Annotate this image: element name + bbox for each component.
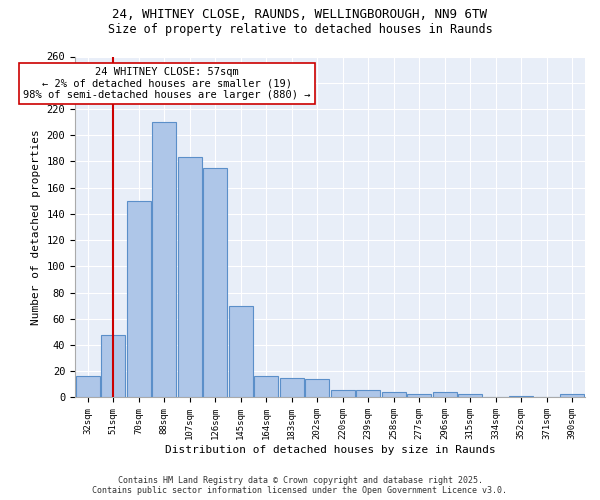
Bar: [305, 379, 329, 398]
Bar: [458, 394, 482, 398]
Bar: [178, 158, 202, 398]
Bar: [560, 394, 584, 398]
Bar: [127, 201, 151, 398]
Bar: [229, 306, 253, 398]
Bar: [76, 376, 100, 398]
Bar: [509, 396, 533, 398]
Bar: [280, 378, 304, 398]
Bar: [356, 390, 380, 398]
Text: Contains HM Land Registry data © Crown copyright and database right 2025.
Contai: Contains HM Land Registry data © Crown c…: [92, 476, 508, 495]
Bar: [407, 394, 431, 398]
Text: 24, WHITNEY CLOSE, RAUNDS, WELLINGBOROUGH, NN9 6TW: 24, WHITNEY CLOSE, RAUNDS, WELLINGBOROUG…: [113, 8, 487, 20]
X-axis label: Distribution of detached houses by size in Raunds: Distribution of detached houses by size …: [164, 445, 496, 455]
Y-axis label: Number of detached properties: Number of detached properties: [31, 129, 41, 325]
Bar: [331, 390, 355, 398]
Bar: [254, 376, 278, 398]
Bar: [203, 168, 227, 398]
Text: 24 WHITNEY CLOSE: 57sqm
← 2% of detached houses are smaller (19)
98% of semi-det: 24 WHITNEY CLOSE: 57sqm ← 2% of detached…: [23, 66, 311, 100]
Text: Size of property relative to detached houses in Raunds: Size of property relative to detached ho…: [107, 22, 493, 36]
Bar: [433, 392, 457, 398]
Bar: [382, 392, 406, 398]
Bar: [152, 122, 176, 398]
Bar: [101, 334, 125, 398]
